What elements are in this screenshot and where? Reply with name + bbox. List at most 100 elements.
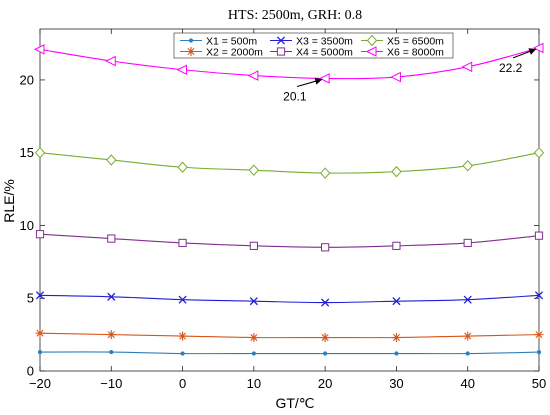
series-4	[35, 230, 544, 252]
data-point	[249, 333, 259, 343]
data-point	[37, 349, 43, 355]
data-point	[247, 70, 259, 81]
data-point	[107, 292, 116, 301]
y-tick-label: 0	[27, 364, 34, 379]
data-point	[463, 331, 473, 341]
data-point	[461, 61, 473, 73]
data-point	[319, 73, 330, 84]
data-point	[35, 230, 45, 239]
legend-label: X3 = 3500m	[296, 35, 353, 47]
chart-title: HTS: 2500m, GRH: 0.8	[228, 8, 362, 23]
data-point	[176, 64, 188, 76]
x-tick-label: −20	[29, 376, 51, 391]
x-tick-label: 40	[460, 376, 474, 391]
data-point	[323, 351, 328, 356]
legend-box	[173, 32, 454, 59]
annotation-arrow-head	[314, 77, 323, 85]
legend-item: X1 = 500m	[180, 35, 257, 47]
data-point	[248, 164, 260, 176]
annotation-label: 20.1	[283, 89, 307, 103]
series-line	[39, 351, 540, 355]
data-point	[532, 42, 544, 54]
legend-item: X5 = 6500m	[361, 34, 444, 47]
data-point	[321, 298, 330, 307]
data-point	[35, 328, 45, 338]
data-point	[249, 241, 258, 250]
data-point	[33, 44, 45, 55]
data-point	[391, 333, 401, 343]
data-point	[180, 351, 185, 356]
x-tick-label: −10	[100, 376, 122, 391]
legend-label: X4 = 5000m	[296, 46, 353, 58]
x-tick-label: 10	[247, 376, 261, 391]
data-point	[106, 154, 117, 166]
data-point	[465, 351, 470, 356]
data-point	[107, 234, 116, 243]
series-5	[34, 146, 545, 179]
y-tick-label: 10	[20, 218, 34, 233]
x-tick-label: 20	[318, 376, 332, 391]
data-point	[391, 165, 402, 178]
data-point	[392, 297, 401, 306]
data-point	[394, 351, 399, 356]
data-point	[105, 55, 116, 67]
data-point	[35, 291, 45, 300]
legend-marker	[366, 34, 378, 47]
annotation: 20.1	[283, 77, 323, 103]
legend-label: X2 = 2000m	[206, 46, 263, 58]
data-point	[463, 238, 472, 248]
x-tick-label: 0	[179, 376, 186, 391]
series-1	[37, 349, 542, 356]
data-point	[462, 160, 473, 172]
data-point	[534, 291, 544, 300]
data-point	[251, 351, 256, 356]
series-line	[39, 233, 540, 248]
data-point	[109, 349, 114, 355]
legend-marker	[276, 36, 286, 45]
data-point	[320, 333, 330, 343]
y-axis-label: RLE/%	[1, 179, 17, 223]
legend-marker	[186, 47, 196, 56]
x-tick-label: 50	[532, 376, 546, 391]
annotation: 22.2	[499, 48, 537, 75]
data-point	[392, 241, 401, 250]
data-point	[106, 330, 116, 340]
series-3	[35, 291, 544, 307]
data-point	[463, 295, 472, 304]
legend-item: X6 = 8000m	[361, 46, 444, 58]
data-point	[178, 238, 187, 248]
legend-item: X3 = 3500m	[270, 35, 353, 47]
x-tick-label: 30	[389, 376, 403, 391]
data-point	[319, 167, 331, 179]
legend-item: X2 = 2000m	[180, 46, 263, 58]
data-point	[534, 330, 544, 340]
legend-marker	[365, 46, 377, 57]
data-point	[177, 161, 188, 174]
annotation-label: 22.2	[499, 61, 523, 75]
data-point	[178, 331, 188, 341]
series-line	[39, 332, 540, 339]
legend-marker	[276, 47, 286, 56]
legend-label: X1 = 500m	[206, 35, 257, 47]
series-6	[33, 42, 544, 84]
plot-area: −20 −10 0 10 20 30 40 50 0 5 10 15 20 20.1 22.2 X1 = 50…	[20, 28, 546, 391]
annotation-arrow-head	[528, 48, 537, 55]
series-2	[35, 328, 544, 343]
data-point	[34, 146, 46, 159]
data-point	[533, 146, 545, 159]
data-point	[249, 297, 258, 306]
legend-item: X4 = 5000m	[270, 46, 353, 58]
plot-frame	[39, 28, 540, 372]
series-line	[39, 152, 540, 174]
series-line	[39, 294, 540, 304]
data-point	[178, 295, 187, 304]
legend-label: X5 = 6500m	[387, 35, 444, 47]
data-point	[321, 243, 330, 252]
x-axis-label: GT/℃	[275, 395, 314, 411]
series-line	[39, 47, 540, 80]
legend-label: X6 = 8000m	[387, 46, 444, 58]
legend-marker	[188, 38, 194, 43]
